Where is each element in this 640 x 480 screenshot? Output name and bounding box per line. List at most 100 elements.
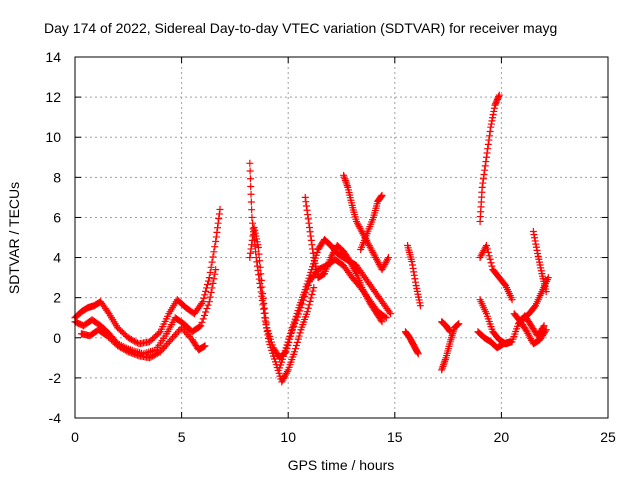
data-point bbox=[262, 314, 270, 322]
data-point bbox=[158, 346, 166, 354]
x-axis-label: GPS time / hours bbox=[288, 457, 395, 473]
data-point bbox=[302, 198, 310, 206]
series-arc-18 bbox=[510, 310, 550, 348]
data-point bbox=[481, 162, 489, 170]
data-point bbox=[485, 136, 493, 144]
data-point bbox=[214, 219, 222, 227]
data-point bbox=[387, 310, 395, 318]
data-point bbox=[304, 211, 312, 219]
data-point bbox=[307, 236, 315, 244]
data-point bbox=[215, 210, 223, 218]
grid bbox=[75, 57, 608, 418]
data-point bbox=[488, 262, 496, 270]
data-point bbox=[121, 346, 129, 354]
series-arc-8 bbox=[340, 171, 392, 274]
data-point bbox=[262, 319, 270, 327]
y-tick-label: -4 bbox=[49, 410, 62, 426]
data-point bbox=[256, 263, 264, 271]
data-point bbox=[246, 159, 254, 167]
data-point bbox=[118, 344, 126, 352]
data-point bbox=[208, 284, 216, 292]
data-point bbox=[530, 231, 538, 239]
data-point bbox=[378, 191, 386, 199]
x-tick-label: 0 bbox=[71, 429, 79, 445]
data-point bbox=[410, 268, 418, 276]
data-point bbox=[306, 228, 314, 236]
data-point bbox=[445, 326, 453, 334]
axis-ticks bbox=[74, 56, 609, 419]
data-point bbox=[170, 332, 178, 340]
data-point bbox=[305, 301, 313, 309]
data-point bbox=[117, 344, 125, 352]
data-point bbox=[489, 114, 497, 122]
data-point bbox=[384, 254, 392, 262]
x-tick-label: 20 bbox=[494, 429, 510, 445]
data-point bbox=[292, 342, 300, 350]
data-point bbox=[482, 153, 490, 161]
data-point bbox=[210, 275, 218, 283]
data-point bbox=[307, 294, 315, 302]
data-point bbox=[542, 288, 550, 296]
y-tick-label: 14 bbox=[45, 49, 61, 65]
series-arc-17 bbox=[474, 328, 514, 352]
data-point bbox=[201, 291, 209, 299]
data-point bbox=[408, 261, 416, 269]
data-point bbox=[259, 295, 267, 303]
data-point bbox=[209, 279, 217, 287]
chart-title: Day 174 of 2022, Sidereal Day-to-day VTE… bbox=[44, 20, 557, 36]
data-point bbox=[211, 243, 219, 251]
y-tick-label: 4 bbox=[53, 250, 61, 266]
data-point bbox=[248, 206, 256, 214]
x-tick-label: 5 bbox=[178, 429, 186, 445]
data-point bbox=[152, 350, 160, 358]
data-point bbox=[246, 167, 254, 175]
data-point bbox=[487, 259, 495, 267]
data-point bbox=[377, 316, 385, 324]
series-arc-20 bbox=[529, 227, 550, 296]
data-point bbox=[185, 332, 193, 340]
data-point bbox=[490, 104, 498, 112]
data-point bbox=[410, 271, 418, 279]
data-point bbox=[478, 183, 486, 191]
data-point bbox=[204, 277, 212, 285]
data-point bbox=[544, 274, 552, 282]
data-point bbox=[247, 198, 255, 206]
data-point bbox=[181, 327, 189, 335]
data-point bbox=[162, 341, 170, 349]
data-point bbox=[486, 127, 494, 135]
data-point bbox=[303, 308, 311, 316]
data-point bbox=[173, 329, 181, 337]
data-point bbox=[306, 223, 314, 231]
data-point bbox=[212, 266, 220, 274]
data-point bbox=[259, 301, 267, 309]
data-point bbox=[178, 324, 186, 332]
y-tick-labels: -4 -2 0 2 4 6 8 10 12 14 bbox=[45, 49, 61, 426]
data-point bbox=[198, 318, 206, 326]
data-point bbox=[531, 237, 539, 245]
data-point bbox=[490, 107, 498, 115]
y-tick-label: 10 bbox=[45, 129, 61, 145]
data-point bbox=[184, 331, 192, 339]
data-point bbox=[542, 326, 550, 334]
data-point bbox=[377, 193, 385, 201]
x-tick-labels: 0 5 10 15 20 25 bbox=[71, 429, 616, 445]
data-point bbox=[172, 331, 180, 339]
data-point bbox=[296, 329, 304, 337]
data-point bbox=[412, 278, 420, 286]
data-point bbox=[123, 347, 131, 355]
data-point bbox=[212, 238, 220, 246]
data-point bbox=[155, 329, 163, 337]
data-point bbox=[126, 335, 134, 343]
data-point bbox=[132, 338, 140, 346]
data-point bbox=[249, 219, 257, 227]
data-point bbox=[414, 350, 422, 358]
series-arc-15 bbox=[476, 242, 516, 304]
data-point bbox=[341, 175, 349, 183]
data-point bbox=[246, 175, 254, 183]
data-point bbox=[208, 258, 216, 266]
series-arc-1 bbox=[71, 205, 224, 348]
series-arc-19 bbox=[519, 274, 552, 324]
data-point bbox=[196, 323, 204, 331]
data-point bbox=[416, 302, 424, 310]
